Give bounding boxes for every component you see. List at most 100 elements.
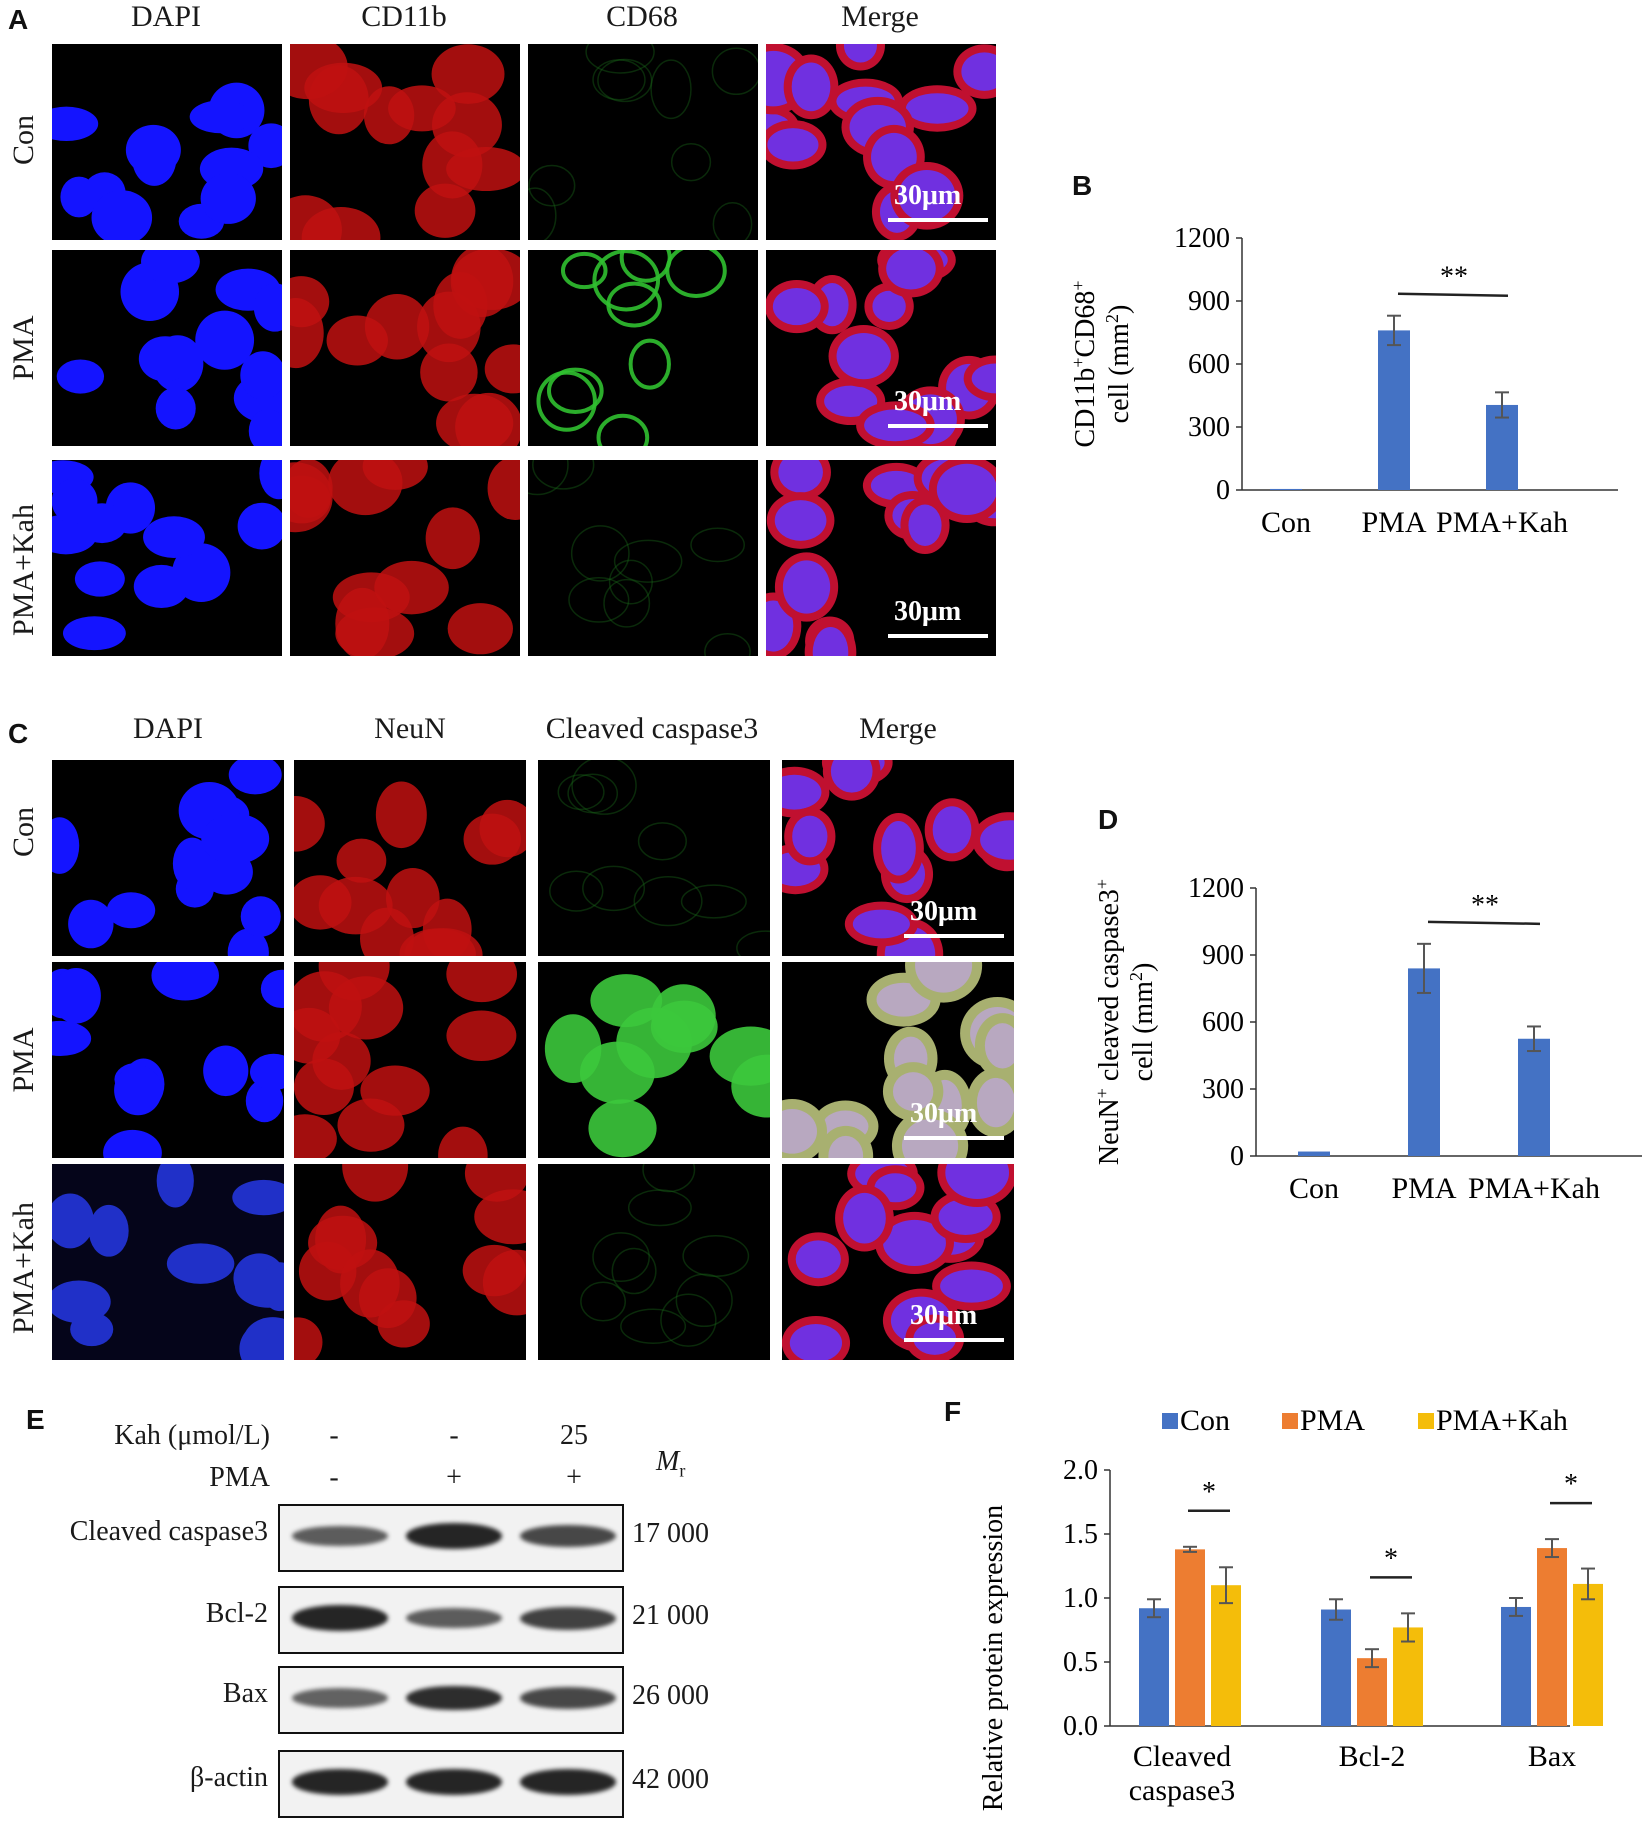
y-tick-label: 2.0 bbox=[1063, 1455, 1098, 1486]
legend-label: PMA+Kah bbox=[1436, 1404, 1568, 1437]
panel-c-image-r2-c2 bbox=[294, 962, 526, 1158]
wb-band bbox=[292, 1688, 388, 1708]
wb-band bbox=[406, 1685, 502, 1711]
panel-a-col-cd68: CD68 bbox=[606, 0, 678, 33]
panel-a-image-r2-c4 bbox=[766, 250, 996, 446]
significance-line bbox=[1397, 292, 1509, 297]
wb-mr-value-3: 26 000 bbox=[632, 1680, 709, 1711]
panel-c-row-con: Con bbox=[7, 806, 40, 858]
ylabel-sup: + bbox=[1092, 1088, 1112, 1098]
bar-pma bbox=[1408, 968, 1440, 1156]
bar-con bbox=[1501, 1606, 1531, 1726]
panel-a-image-r3-c1 bbox=[52, 460, 282, 656]
y-tick-label: 0 bbox=[1230, 1141, 1244, 1172]
panel-c-image-r1-c2 bbox=[294, 760, 526, 956]
wb-mr-label: Mr bbox=[656, 1446, 685, 1482]
wb-strip-1 bbox=[278, 1504, 624, 1572]
panel-c-image-r3-c4 bbox=[782, 1164, 1014, 1360]
y-tick-label: 300 bbox=[1188, 412, 1230, 443]
y-axis-label: Relative protein expression bbox=[978, 1505, 1009, 1811]
significance-label: * bbox=[1384, 1543, 1398, 1574]
legend-swatch bbox=[1418, 1413, 1434, 1429]
ylabel-part: CD11b bbox=[1070, 368, 1101, 448]
wb-kah-sign-1: - bbox=[329, 1420, 339, 1451]
ylabel-part: CD68 bbox=[1070, 291, 1101, 358]
bar-pma-kah bbox=[1211, 1585, 1241, 1726]
wb-mr-value-1: 17 000 bbox=[632, 1518, 709, 1549]
ylabel-sup: + bbox=[1068, 280, 1088, 290]
y-tick-label: 1.0 bbox=[1063, 1583, 1098, 1614]
panel-a-image-r1-c4 bbox=[766, 44, 996, 240]
wb-band bbox=[292, 1525, 388, 1547]
panel-a-image-r3-c4 bbox=[766, 460, 996, 656]
y-tick-label: 900 bbox=[1202, 940, 1244, 971]
panel-c-scale-r3-label: 30μm bbox=[910, 1300, 978, 1331]
wb-mr-value-2: 21 000 bbox=[632, 1600, 709, 1631]
wb-mr-letter: M bbox=[656, 1446, 680, 1477]
wb-band-label-1: Cleaved caspase3 bbox=[69, 1516, 268, 1547]
panel-a-row-pma: PMA bbox=[7, 315, 40, 381]
legend-label: PMA bbox=[1300, 1404, 1365, 1437]
panel-a-scale-r3-bar bbox=[888, 634, 988, 638]
panel-c-row-pma-kah: PMA+Kah bbox=[7, 1202, 40, 1334]
bar-con bbox=[1139, 1608, 1169, 1726]
ylabel-sup: + bbox=[1092, 879, 1112, 889]
bar-con bbox=[1270, 488, 1302, 490]
wb-pma-sign-3: + bbox=[566, 1462, 582, 1493]
y-tick-label: 0.0 bbox=[1063, 1711, 1098, 1742]
y-axis-label: NeuN+ cleaved caspase3+cell (mm2) bbox=[1092, 879, 1159, 1165]
panel-a-image-r1-c2 bbox=[290, 44, 520, 240]
legend-label: Con bbox=[1180, 1404, 1230, 1437]
y-tick-label: 1200 bbox=[1174, 223, 1230, 254]
wb-strip-3 bbox=[278, 1666, 624, 1734]
ylabel-sup: 2 bbox=[1126, 972, 1146, 981]
panel-a-scale-r1-bar bbox=[888, 218, 988, 222]
wb-band bbox=[520, 1769, 616, 1795]
significance-label: ** bbox=[1471, 890, 1499, 921]
wb-kah-sign-3: 25 bbox=[560, 1420, 588, 1451]
panel-a-image-r2-c1 bbox=[52, 250, 282, 446]
panel-letter-e: E bbox=[26, 1404, 45, 1435]
y-tick-label: 300 bbox=[1202, 1074, 1244, 1105]
wb-band-label-2: Bcl-2 bbox=[205, 1598, 268, 1629]
wb-band bbox=[520, 1606, 616, 1630]
x-tick-label: PMA bbox=[1391, 1172, 1456, 1205]
ylabel-part: cell (mm bbox=[1104, 323, 1135, 424]
legend-swatch bbox=[1282, 1413, 1298, 1429]
x-tick-label: Con bbox=[1261, 506, 1311, 539]
panel-c-scale-r3-bar bbox=[904, 1338, 1004, 1342]
wb-pma-sign-1: - bbox=[329, 1462, 339, 1493]
panel-c-scale-r1-label: 30μm bbox=[910, 896, 978, 927]
wb-band bbox=[406, 1607, 502, 1629]
panel-a-image-r3-c3 bbox=[528, 460, 758, 656]
wb-band bbox=[520, 1524, 616, 1548]
panel-c-col-neun: NeuN bbox=[374, 712, 446, 745]
bar-pma-kah bbox=[1518, 1038, 1550, 1156]
wb-band bbox=[406, 1769, 502, 1795]
panel-a-image-r1-c1 bbox=[52, 44, 282, 240]
y-tick-label: 0 bbox=[1216, 475, 1230, 506]
panel-a-col-cd11b: CD11b bbox=[361, 0, 447, 33]
panel-c-image-r2-c1 bbox=[52, 962, 284, 1158]
y-axis-label-line1: CD11b+CD68+ bbox=[1068, 280, 1101, 447]
wb-band-label-3: Bax bbox=[222, 1678, 268, 1709]
wb-kah-label: Kah (μmol/L) bbox=[114, 1420, 270, 1451]
y-axis-label-line2: cell (mm2) bbox=[1126, 963, 1159, 1082]
wb-pma-sign-2: + bbox=[446, 1462, 462, 1493]
panel-letter-c: C bbox=[8, 718, 29, 749]
x-tick-label: caspase3 bbox=[1129, 1774, 1236, 1807]
y-axis-label-line1: NeuN+ cleaved caspase3+ bbox=[1092, 879, 1125, 1165]
panel-a-scale-r2-label: 30μm bbox=[894, 386, 962, 417]
ylabel-part: ) bbox=[1104, 305, 1135, 314]
panel-a-scale-r1-label: 30μm bbox=[894, 180, 962, 211]
panel-c-image-r3-c3 bbox=[538, 1164, 770, 1360]
significance-label: * bbox=[1564, 1469, 1578, 1500]
wb-strip-2 bbox=[278, 1586, 624, 1654]
panel-c-scale-r1-bar bbox=[904, 934, 1004, 938]
bar-pma bbox=[1378, 330, 1410, 490]
wb-band-label-4: β-actin bbox=[190, 1762, 268, 1793]
bar-pma bbox=[1175, 1549, 1205, 1726]
x-tick-label: Cleaved bbox=[1133, 1740, 1231, 1773]
panel-c-scale-r2-label: 30μm bbox=[910, 1098, 978, 1129]
